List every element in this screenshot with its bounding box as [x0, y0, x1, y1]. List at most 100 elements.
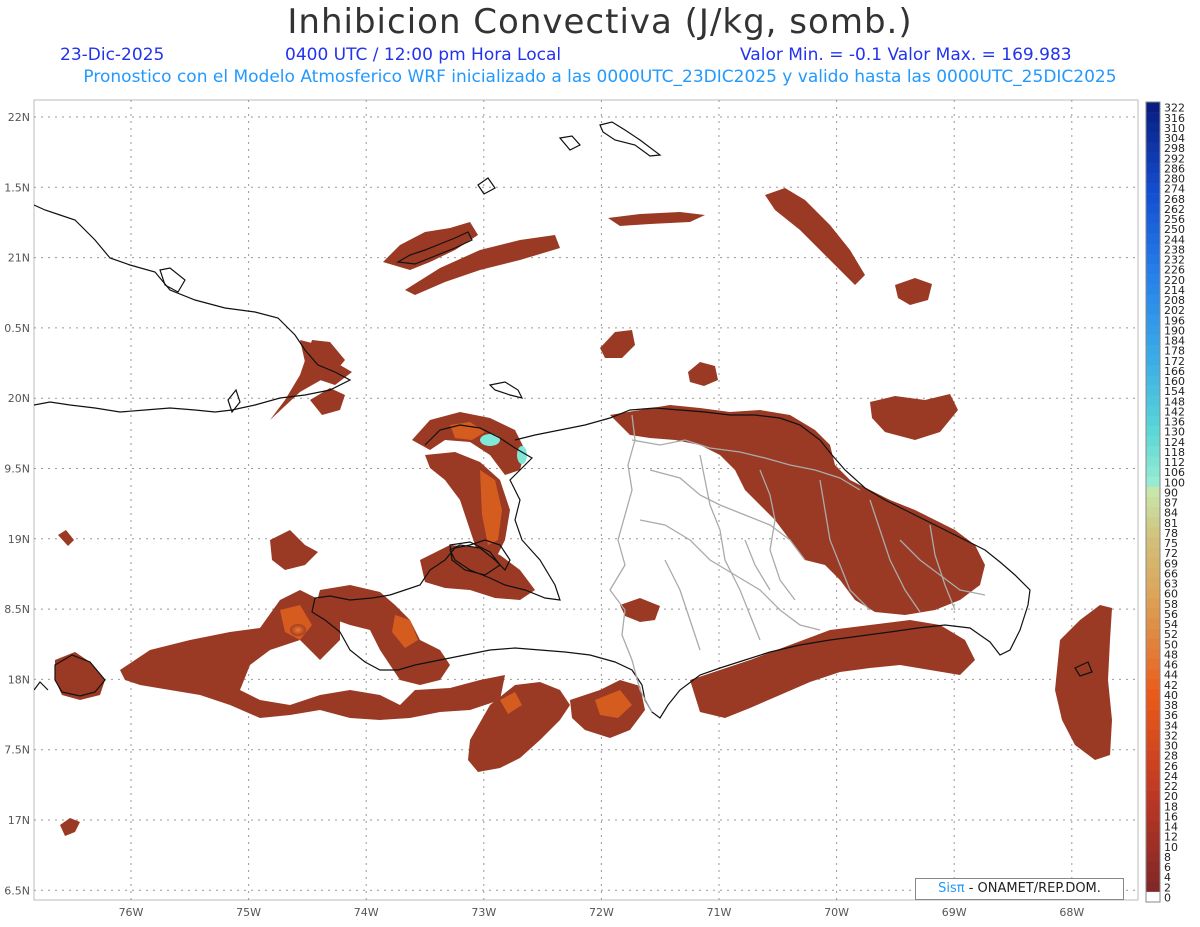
colorbar-swatch: [1146, 780, 1160, 791]
colorbar-swatch: [1146, 183, 1160, 194]
colorbar-swatch: [1146, 679, 1160, 690]
colorbar-swatch: [1146, 274, 1160, 285]
colorbar-swatch: [1146, 577, 1160, 589]
lat-tick-label: 20N: [8, 392, 30, 405]
colorbar-swatch: [1146, 638, 1160, 650]
colorbar-swatch: [1146, 810, 1160, 822]
colorbar-label: 90: [1164, 486, 1178, 499]
colorbar-label: 262: [1164, 203, 1185, 216]
credit-brand: Sisπ: [938, 881, 965, 896]
lon-tick-label: 75W: [236, 906, 261, 919]
lon-tick-label: 74W: [354, 906, 379, 919]
colorbar-label: 214: [1164, 284, 1185, 297]
colorbar-label: 136: [1164, 416, 1185, 429]
colorbar-swatch: [1146, 405, 1160, 417]
colorbar-swatch: [1146, 861, 1160, 872]
colorbar-swatch: [1146, 760, 1160, 771]
colorbar-swatch: [1146, 800, 1160, 812]
colorbar-swatch: [1146, 415, 1160, 427]
colorbar-label: 280: [1164, 173, 1185, 186]
colorbar-label: 10: [1164, 841, 1178, 854]
colorbar-swatch: [1146, 689, 1160, 700]
colorbar-label: 38: [1164, 699, 1178, 712]
colorbar-swatch: [1146, 152, 1160, 164]
latitude-labels: 22N 1.5N 21N 0.5N 20N 9.5N 19N 8.5N 18N 7.5N 17N 6.…: [4, 111, 30, 897]
forecast-time: 0400 UTC / 12:00 pm Hora Local: [285, 45, 562, 65]
colorbar-swatch: [1146, 456, 1160, 467]
colorbar-label: 298: [1164, 142, 1185, 155]
colorbar-swatch: [1146, 243, 1160, 255]
colorbar-swatch: [1146, 324, 1160, 336]
colorbar-swatch: [1146, 314, 1160, 326]
colorbar-label: 232: [1164, 254, 1185, 267]
credit-box: Sisπ - ONAMET/REP.DOM.: [915, 878, 1124, 900]
colorbar-label: 6: [1164, 861, 1171, 874]
colorbar-swatch: [1146, 537, 1160, 548]
colorbar-swatch: [1146, 213, 1160, 224]
colorbar-label: 160: [1164, 375, 1185, 388]
min-max-values: Valor Min. = -0.1 Valor Max. = 169.983: [740, 45, 1072, 65]
colorbar-swatch: [1146, 851, 1160, 862]
colorbar-label: 130: [1164, 426, 1185, 439]
cyan-spot-2: [517, 446, 527, 464]
colorbar-label: 60: [1164, 588, 1178, 601]
colorbar-swatch: [1146, 172, 1160, 184]
lat-tick-label: 8.5N: [4, 603, 30, 616]
colorbar-label: 56: [1164, 608, 1178, 621]
colorbar-label: 322: [1164, 102, 1185, 115]
colorbar-label: 142: [1164, 405, 1185, 418]
colorbar-swatch: [1146, 750, 1160, 761]
colorbar-swatch: [1146, 253, 1160, 265]
colorbar-label: 46: [1164, 659, 1178, 672]
colorbar-swatch: [1146, 729, 1160, 741]
colorbar-label: 16: [1164, 810, 1178, 823]
colorbar-swatch: [1146, 355, 1160, 366]
colorbar-label: 42: [1164, 679, 1178, 692]
colorbar-swatch: [1146, 628, 1160, 640]
colorbar-label: 238: [1164, 243, 1185, 256]
colorbar-swatch: [1146, 122, 1160, 133]
colorbar-label: 190: [1164, 324, 1185, 337]
colorbar-swatch: [1146, 547, 1160, 558]
colorbar-label: 292: [1164, 152, 1185, 165]
colorbar-swatch: [1146, 598, 1160, 609]
colorbar-label: 48: [1164, 648, 1178, 661]
lon-tick-label: 69W: [942, 906, 967, 919]
colorbar-swatch: [1146, 618, 1160, 629]
colorbar-swatch: [1146, 669, 1160, 680]
lat-tick-label: 1.5N: [4, 181, 30, 194]
colorbar-swatch: [1146, 334, 1160, 346]
colorbar-label: 196: [1164, 314, 1185, 327]
colorbar-label: 50: [1164, 638, 1178, 651]
credit-org: - ONAMET/REP.DOM.: [964, 881, 1101, 896]
colorbar-label: 178: [1164, 345, 1185, 358]
colorbar-swatch: [1146, 264, 1160, 275]
colorbar-swatch: [1146, 365, 1160, 376]
colorbar-swatch: [1146, 193, 1160, 204]
colorbar: 3223163103042982922862802742682622562502…: [1145, 101, 1185, 905]
colorbar-swatch: [1146, 476, 1160, 488]
colorbar-label: 72: [1164, 547, 1178, 560]
lat-tick-label: 19N: [8, 533, 30, 546]
colorbar-swatch: [1146, 557, 1160, 569]
colorbar-swatch: [1146, 588, 1160, 599]
colorbar-swatch: [1146, 162, 1160, 174]
colorbar-swatch: [1146, 304, 1160, 315]
colorbar-label: 208: [1164, 294, 1185, 307]
colorbar-label: 310: [1164, 122, 1185, 135]
map-title: Inhibicion Convectiva (J/kg, somb.): [287, 2, 913, 42]
colorbar-label: 87: [1164, 497, 1178, 510]
colorbar-swatch: [1146, 375, 1160, 386]
lat-tick-label: 6.5N: [4, 884, 30, 897]
coastlines: [34, 121, 1093, 719]
colorbar-label: 268: [1164, 193, 1185, 206]
plot-area: [33, 99, 1139, 901]
colorbar-swatch: [1146, 486, 1160, 498]
colorbar-swatch: [1146, 345, 1160, 356]
colorbar-label: 118: [1164, 446, 1185, 459]
colorbar-swatch: [1146, 841, 1160, 852]
colorbar-swatch: [1146, 719, 1160, 731]
colorbar-label: 78: [1164, 527, 1178, 540]
colorbar-label: 184: [1164, 335, 1185, 348]
lat-tick-label: 7.5N: [4, 744, 30, 757]
